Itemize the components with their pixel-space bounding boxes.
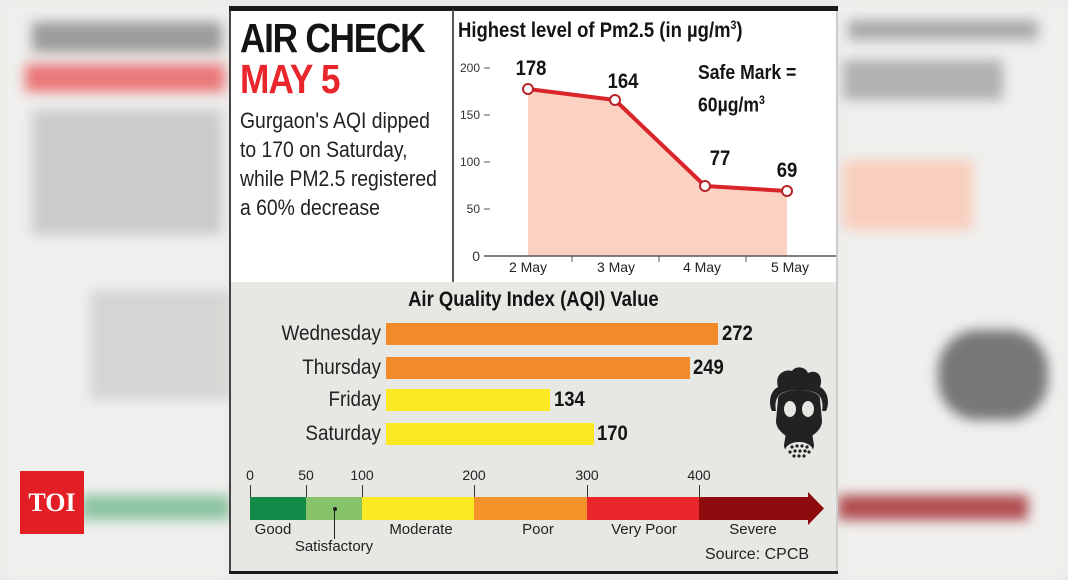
panel-divider: [452, 10, 454, 282]
aqi-panel: Air Quality Index (AQI) Value Wednesday …: [231, 282, 836, 571]
scale-number: 400: [687, 467, 711, 483]
data-point: [699, 180, 711, 192]
pm-area-fill: [528, 89, 787, 256]
gas-mask-icon: [770, 367, 828, 460]
scale-number: 0: [246, 467, 254, 483]
scale-arrow-icon: [808, 492, 824, 525]
bar-row: Thursday 249: [231, 356, 836, 380]
point-label: 164: [607, 70, 639, 93]
bar-label: Saturday: [305, 422, 381, 445]
data-point: [781, 185, 793, 197]
x-tick: 4 May: [682, 259, 722, 275]
bar-wednesday: [386, 323, 718, 345]
x-tick: 2 May: [508, 259, 548, 275]
bar-value: 249: [693, 356, 724, 379]
bar-row: Friday 134: [231, 388, 836, 412]
headline: AIR CHECK: [240, 15, 426, 61]
scale-label: Severe: [729, 521, 777, 538]
scale-label: Good: [254, 521, 292, 538]
scale-number: 50: [298, 467, 314, 483]
y-tick: 100: [459, 155, 480, 169]
scale-number: 300: [575, 467, 599, 483]
aqi-chart-title: Air Quality Index (AQI) Value: [408, 288, 659, 311]
scale-segment-poor: [474, 497, 587, 520]
bar-friday: [386, 389, 550, 411]
y-tick: 50: [466, 202, 480, 216]
satisfactory-pointer-dot: [333, 507, 337, 511]
source-credit: Source: CPCB: [705, 546, 810, 563]
date-heading: MAY 5: [240, 56, 340, 102]
scale-label: Moderate: [389, 521, 453, 538]
scale-segment-moderate: [362, 497, 474, 520]
data-point: [609, 94, 621, 106]
pm-chart-title: Highest level of Pm2.5 (in µg/m3): [458, 18, 743, 42]
scale-segment-severe: [699, 497, 809, 520]
scale-label: Poor: [522, 521, 554, 538]
toi-logo[interactable]: TOI: [20, 471, 84, 534]
scale-segment-very-poor: [587, 497, 699, 520]
scale-label: Satisfactory: [294, 538, 374, 555]
bar-value: 134: [554, 388, 585, 411]
top-rule: [229, 6, 838, 11]
y-tick: 200: [459, 61, 480, 75]
bar-value: 170: [597, 422, 628, 445]
bar-label: Wednesday: [281, 322, 381, 345]
point-label: 178: [515, 57, 547, 80]
data-point: [522, 83, 534, 95]
headline-panel: AIR CHECK MAY 5 Gurgaon's AQI dipped to …: [240, 18, 450, 222]
bar-saturday: [386, 423, 594, 445]
blurred-background-right: [838, 0, 1068, 580]
bar-row: Wednesday 272: [231, 322, 836, 346]
y-tick: 0: [472, 248, 480, 264]
blurred-background-left: [0, 0, 230, 580]
y-tick: 150: [459, 108, 480, 122]
bar-value: 272: [722, 322, 753, 345]
summary-text: Gurgaon's AQI dipped to 170 on Saturday,…: [240, 108, 437, 220]
scale-label: Very Poor: [611, 521, 677, 538]
bottom-rule: [229, 571, 838, 574]
point-label: 77: [709, 147, 731, 170]
bar-label: Friday: [328, 388, 381, 411]
scale-number: 100: [350, 467, 374, 483]
scale-segment-good: [250, 497, 306, 520]
x-tick: 3 May: [596, 259, 636, 275]
x-tick: 5 May: [770, 259, 810, 275]
bar-thursday: [386, 357, 690, 379]
satisfactory-pointer-line: [334, 509, 335, 539]
scale-number: 200: [462, 467, 486, 483]
safe-mark-annotation: Safe Mark = 60µg/m3: [698, 62, 797, 117]
pm-line: [527, 87, 788, 193]
bar-label: Thursday: [302, 356, 381, 379]
bar-row: Saturday 170: [231, 422, 836, 446]
point-label: 69: [776, 159, 798, 182]
